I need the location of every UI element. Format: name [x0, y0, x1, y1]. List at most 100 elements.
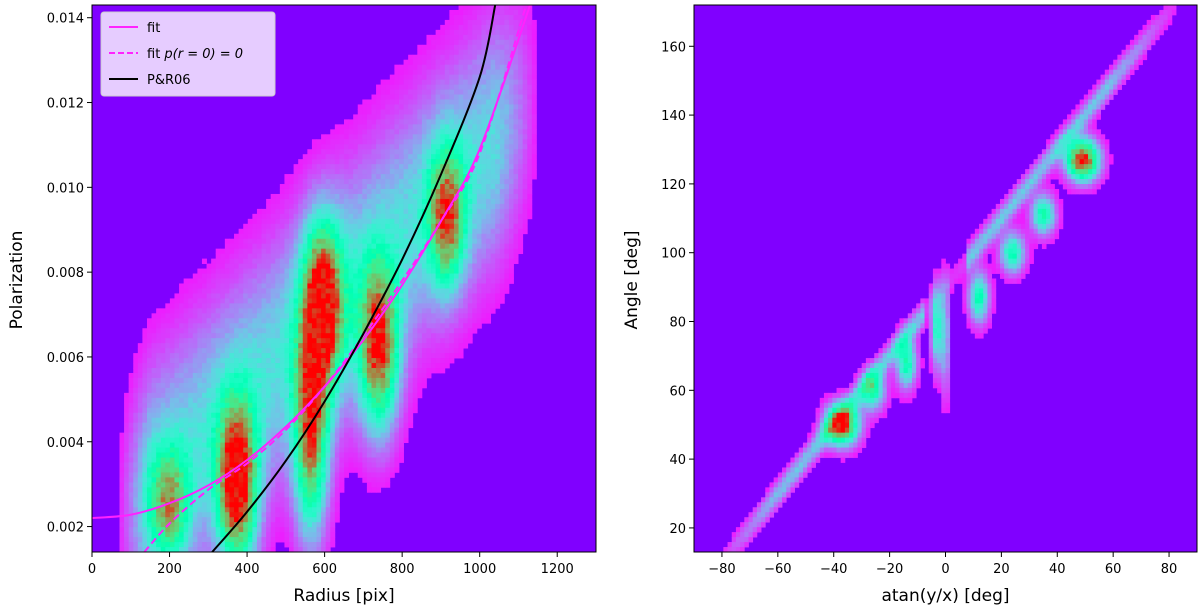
heatmap-cell	[408, 154, 414, 160]
heatmap-cell	[183, 303, 189, 309]
heatmap-cell	[247, 283, 253, 289]
heatmap-cell	[371, 198, 377, 205]
heatmap-cell	[458, 198, 464, 205]
heatmap-cell	[449, 293, 455, 299]
heatmap-cell	[449, 228, 455, 235]
heatmap-cell	[293, 467, 299, 473]
heatmap-cell	[334, 129, 340, 135]
heatmap-cell	[389, 328, 395, 334]
heatmap-cell	[431, 233, 437, 240]
heatmap-cell	[238, 437, 244, 443]
heatmap-cell	[183, 497, 189, 503]
heatmap-cell	[408, 213, 414, 220]
heatmap-cell	[348, 382, 354, 389]
heatmap-cell	[142, 392, 148, 399]
heatmap-cell	[426, 124, 432, 130]
heatmap-cell	[380, 198, 386, 205]
heatmap-cell	[398, 333, 404, 339]
heatmap-cell	[266, 377, 272, 384]
heatmap-cell	[234, 437, 240, 443]
heatmap-cell	[394, 303, 400, 309]
heatmap-cell	[440, 89, 446, 95]
heatmap-cell	[408, 233, 414, 240]
heatmap-cell	[431, 74, 437, 80]
heatmap-cell	[353, 248, 359, 255]
heatmap-cell	[362, 472, 368, 478]
heatmap-cell	[348, 203, 354, 210]
heatmap-cell	[252, 293, 258, 299]
heatmap-cell	[201, 328, 207, 334]
heatmap-cell	[398, 323, 404, 329]
heatmap-cell	[334, 318, 340, 324]
heatmap-cell	[398, 293, 404, 299]
heatmap-cell	[174, 467, 180, 473]
heatmap-cell	[211, 437, 217, 443]
heatmap-cell	[220, 507, 226, 513]
heatmap-cell	[449, 119, 455, 125]
heatmap-cell	[330, 139, 336, 145]
heatmap-cell	[179, 313, 185, 319]
heatmap-cell	[192, 477, 198, 483]
heatmap-cell	[229, 397, 235, 404]
heatmap-cell	[316, 278, 322, 284]
heatmap-cell	[421, 343, 427, 349]
heatmap-cell	[234, 323, 240, 329]
heatmap-cell	[146, 432, 152, 439]
heatmap-cell	[229, 497, 235, 503]
heatmap-cell	[224, 537, 230, 543]
heatmap-cell	[151, 437, 157, 443]
heatmap-cell	[298, 208, 304, 215]
heatmap-cell	[270, 248, 276, 255]
heatmap-cell	[421, 79, 427, 85]
heatmap-cell	[128, 437, 134, 443]
heatmap-cell	[311, 497, 317, 503]
heatmap-cell	[165, 432, 171, 439]
heatmap-cell	[252, 348, 258, 354]
heatmap-cell	[146, 363, 152, 369]
heatmap-cell	[302, 512, 308, 518]
heatmap-cell	[293, 298, 299, 304]
heatmap-cell	[444, 363, 450, 369]
heatmap-cell	[188, 328, 194, 334]
heatmap-cell	[156, 442, 162, 448]
heatmap-cell	[188, 542, 194, 548]
heatmap-cell	[238, 318, 244, 324]
heatmap-cell	[289, 208, 294, 215]
heatmap-cell	[311, 472, 317, 478]
heatmap-cell	[224, 517, 230, 523]
heatmap-cell	[247, 527, 253, 533]
heatmap-cell	[321, 278, 327, 284]
heatmap-cell	[275, 437, 281, 443]
heatmap-cell	[201, 532, 207, 538]
heatmap-cell	[192, 412, 198, 419]
heatmap-cell	[321, 213, 327, 220]
heatmap-cell	[380, 402, 386, 409]
heatmap-cell	[385, 382, 391, 389]
heatmap-cell	[344, 308, 349, 314]
heatmap-cell	[188, 412, 194, 419]
heatmap-cell	[421, 119, 427, 125]
heatmap-cell	[408, 353, 414, 359]
heatmap-cell	[357, 472, 363, 478]
heatmap-cell	[458, 218, 464, 225]
heatmap-cell	[133, 542, 139, 548]
heatmap-cell	[339, 144, 345, 150]
heatmap-cell	[289, 363, 294, 369]
heatmap-cell	[366, 303, 372, 309]
heatmap-cell	[366, 198, 372, 205]
heatmap-cell	[266, 308, 272, 314]
heatmap-cell	[128, 372, 134, 379]
heatmap-cell	[247, 248, 253, 255]
heatmap-cell	[376, 363, 382, 369]
heatmap-cell	[270, 328, 276, 334]
heatmap-cell	[137, 407, 143, 414]
heatmap-cell	[298, 387, 304, 394]
heatmap-cell	[435, 44, 441, 51]
heatmap-cell	[366, 442, 372, 448]
heatmap-cell	[293, 537, 299, 543]
heatmap-cell	[417, 268, 423, 274]
heatmap-cell	[298, 263, 304, 269]
heatmap-cell	[325, 397, 331, 404]
heatmap-cell	[366, 368, 372, 374]
heatmap-cell	[261, 372, 267, 379]
